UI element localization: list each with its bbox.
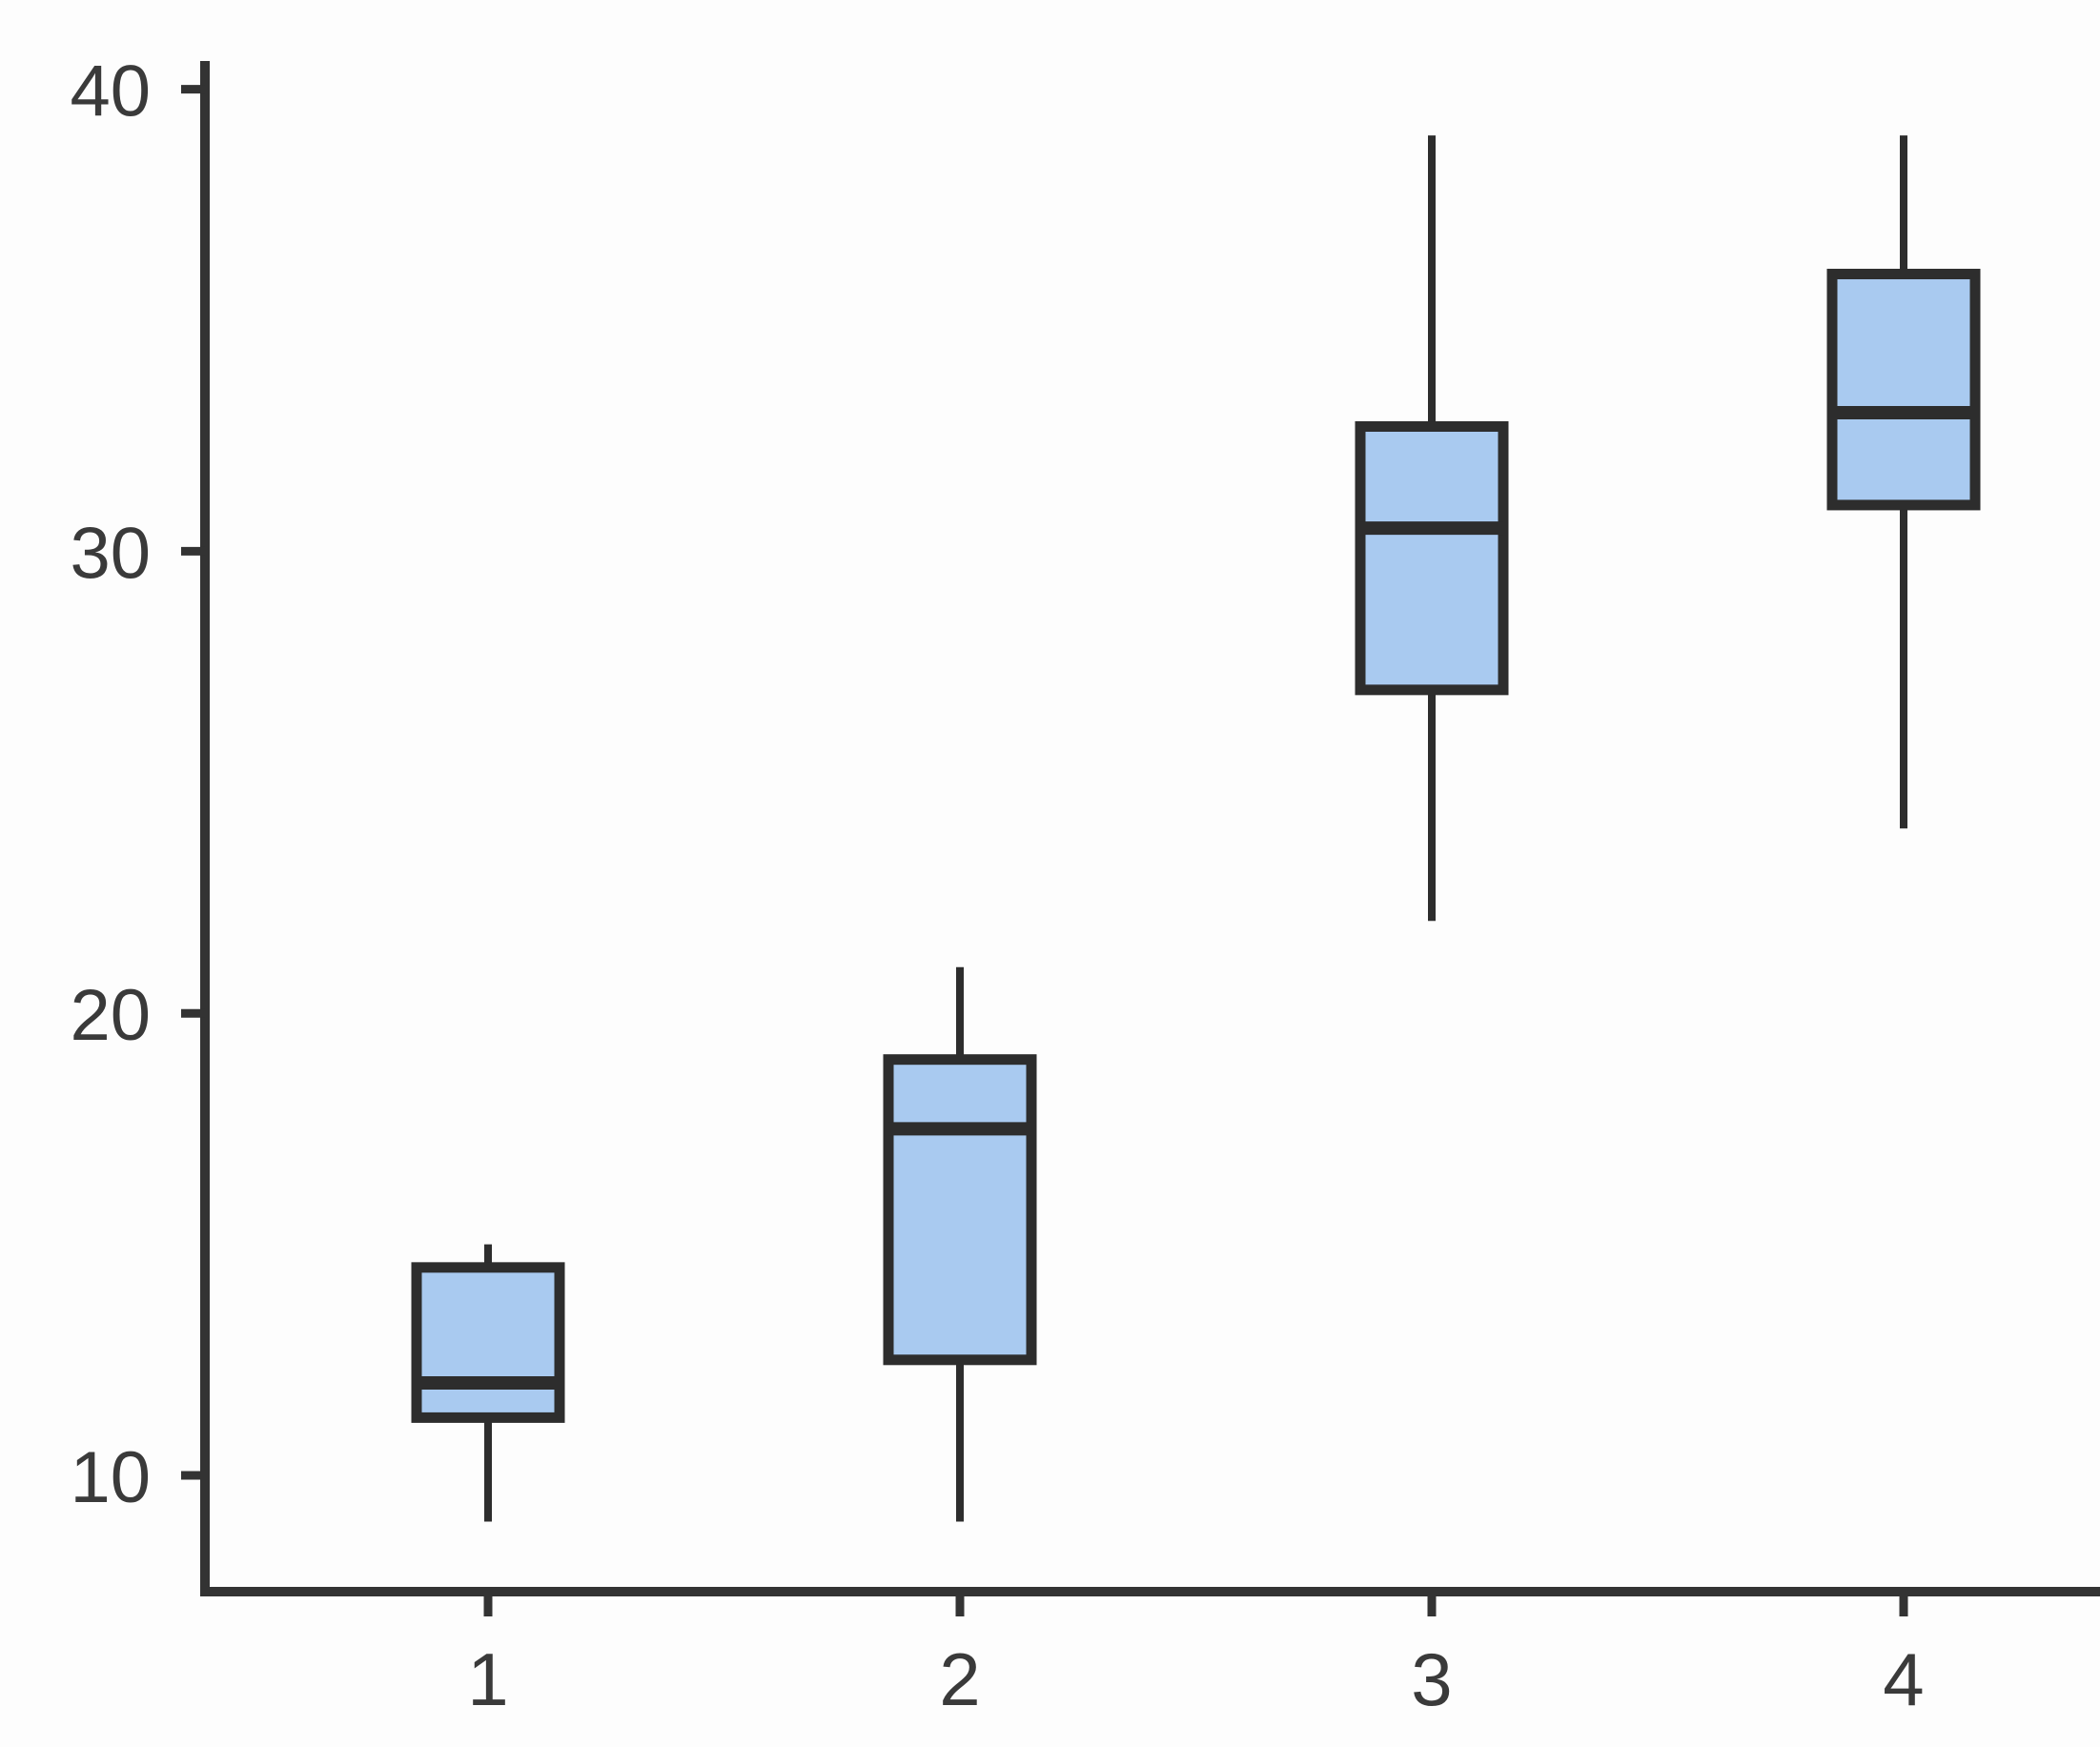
x-tick-label: 4 <box>1883 1637 1924 1721</box>
x-tick-label: 3 <box>1411 1637 1452 1721</box>
box-group-4 <box>1826 135 1981 829</box>
x-tick-label: 1 <box>467 1637 508 1721</box>
boxplot-svg: 10 20 30 40 1 2 3 4 <box>70 51 2100 1721</box>
axes <box>200 61 2100 1596</box>
iqr-box <box>1355 421 1509 696</box>
y-axis-ticks: 10 20 30 40 <box>70 51 205 1518</box>
box-group-2 <box>883 966 1037 1522</box>
y-tick-label: 40 <box>70 51 151 132</box>
x-axis-ticks: 1 2 3 4 <box>467 1592 1925 1721</box>
y-tick-label: 20 <box>70 975 151 1056</box>
iqr-box <box>883 1054 1037 1366</box>
iqr-box <box>1826 269 1981 511</box>
box-group-3 <box>1355 135 1509 922</box>
y-tick-label: 30 <box>70 513 151 594</box>
y-tick-label: 10 <box>70 1437 151 1518</box>
iqr-box <box>411 1262 565 1423</box>
x-tick-label: 2 <box>939 1637 980 1721</box>
boxplot-figure: 10 20 30 40 1 2 3 4 <box>38 15 2100 1732</box>
box-group-1 <box>411 1244 565 1522</box>
